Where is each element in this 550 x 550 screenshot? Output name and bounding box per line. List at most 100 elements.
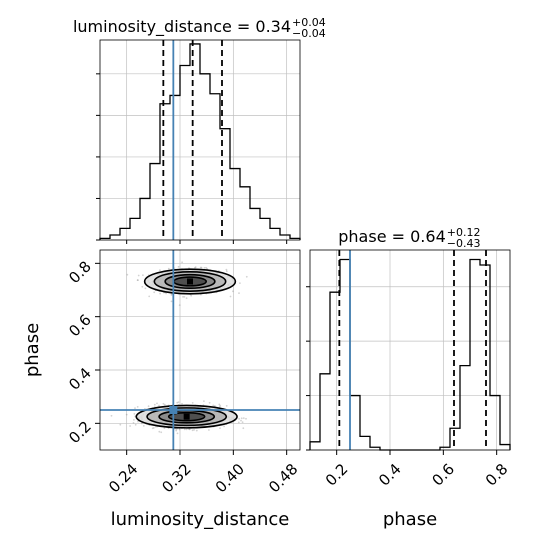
mode-peak-marker-1	[183, 413, 190, 420]
title-luminosity-distance-sub: −0.04	[292, 27, 326, 40]
scatter-point	[177, 401, 180, 404]
scatter-point	[126, 273, 129, 276]
scatter-point	[208, 429, 210, 431]
scatter-point	[176, 401, 179, 404]
scatter-point	[183, 428, 186, 431]
x-axis-label-phase: phase	[383, 509, 437, 530]
scatter-point	[133, 413, 136, 415]
contour-mode-1-2	[146, 407, 228, 427]
scatter-point	[240, 417, 243, 420]
truth-point-marker	[169, 406, 178, 414]
scatter-point	[156, 402, 158, 405]
scatter-point	[125, 413, 128, 416]
x-axis-label-luminosity-distance: luminosity_distance	[111, 509, 290, 530]
scatter-point	[206, 267, 209, 270]
scatter-point	[238, 418, 241, 420]
scatter-point	[225, 270, 228, 273]
scatter-point	[225, 405, 228, 407]
scatter-point	[194, 266, 196, 269]
scatter-point	[148, 295, 151, 298]
scatter-point	[242, 417, 245, 419]
title-phase-main: phase = 0.64	[338, 227, 445, 246]
scatter-point	[182, 296, 184, 298]
title-luminosity-distance-main: luminosity_distance = 0.34	[73, 17, 291, 37]
scatter-point	[147, 405, 150, 408]
scatter-point	[178, 304, 181, 306]
scatter-point	[119, 423, 122, 426]
scatter-point	[223, 425, 226, 428]
scatter-point	[175, 428, 178, 431]
scatter-point	[153, 427, 155, 429]
scatter-point	[162, 402, 165, 405]
scatter-point	[134, 407, 136, 409]
scatter-point	[195, 429, 198, 432]
scatter-point	[141, 422, 143, 425]
title-phase-sub: −0.43	[447, 237, 481, 250]
tick-label-phase-y-2: 0.6	[65, 311, 95, 341]
title-phase: phase = 0.64 +0.12−0.43	[338, 226, 480, 250]
tick-label-phase-y-1: 0.4	[65, 364, 95, 394]
scatter-point	[137, 420, 139, 423]
scatter-point	[232, 290, 234, 293]
tick-label-luminosity-distance-2: 0.40	[212, 460, 248, 496]
scatter-point	[238, 292, 240, 294]
scatter-point	[185, 428, 188, 431]
scatter-point	[163, 403, 166, 406]
scatter-point	[159, 292, 162, 295]
scatter-point	[136, 279, 139, 281]
panel-frame-top	[99, 39, 301, 241]
tick-label-phase-y-3: 0.8	[65, 257, 95, 287]
scatter-point	[245, 417, 247, 420]
scatter-point	[205, 266, 208, 269]
scatter-point	[237, 421, 240, 424]
scatter-point	[137, 279, 139, 281]
scatter-point	[240, 419, 242, 422]
title-luminosity-distance: luminosity_distance = 0.34 +0.04−0.04	[73, 16, 326, 40]
scatter-point	[158, 404, 160, 407]
tick-label-luminosity-distance-0: 0.24	[105, 460, 141, 496]
scatter-point	[153, 291, 156, 294]
scatter-point	[191, 402, 194, 404]
scatter-point	[225, 268, 228, 271]
tick-label-phase-x-1: 0.4	[375, 460, 405, 490]
scatter-point	[142, 425, 145, 427]
scatter-point	[167, 267, 170, 270]
title-phase-sup: +0.12	[447, 226, 481, 239]
mode-peak-marker-0	[187, 278, 193, 285]
scatter-point	[212, 404, 215, 407]
y-axis-label-phase: phase	[22, 323, 43, 377]
scatter-point	[177, 265, 180, 268]
scatter-point	[159, 269, 161, 272]
tick-label-phase-y-0: 0.2	[65, 417, 95, 447]
scatter-point	[219, 427, 221, 429]
scatter-point	[170, 294, 173, 296]
scatter-point	[185, 297, 188, 300]
scatter-point	[229, 295, 232, 298]
scatter-point	[175, 429, 178, 432]
scatter-point	[203, 400, 205, 402]
scatter-point	[151, 427, 154, 430]
scatter-point	[129, 425, 132, 427]
scatter-point	[245, 275, 248, 278]
scatter-point	[170, 300, 173, 303]
scatter-point	[110, 414, 113, 417]
panel-frame-joint	[99, 249, 301, 451]
scatter-point	[181, 402, 183, 405]
scatter-point	[190, 294, 193, 297]
tick-label-phase-x-3: 0.8	[482, 460, 512, 490]
tick-label-luminosity-distance-1: 0.32	[158, 460, 194, 496]
contour-mode-0-3	[143, 268, 237, 295]
histogram-luminosity-distance	[99, 43, 301, 240]
scatter-point	[200, 266, 203, 269]
tick-label-luminosity-distance-3: 0.48	[265, 460, 301, 496]
title-luminosity-distance-sup: +0.04	[292, 16, 326, 29]
scatter-point	[208, 401, 211, 404]
contour-mode-0-1	[164, 273, 216, 290]
scatter-point	[188, 428, 191, 431]
scatter-point	[181, 261, 184, 264]
scatter-point	[165, 292, 168, 295]
scatter-point	[203, 267, 206, 269]
scatter-point	[219, 404, 222, 407]
